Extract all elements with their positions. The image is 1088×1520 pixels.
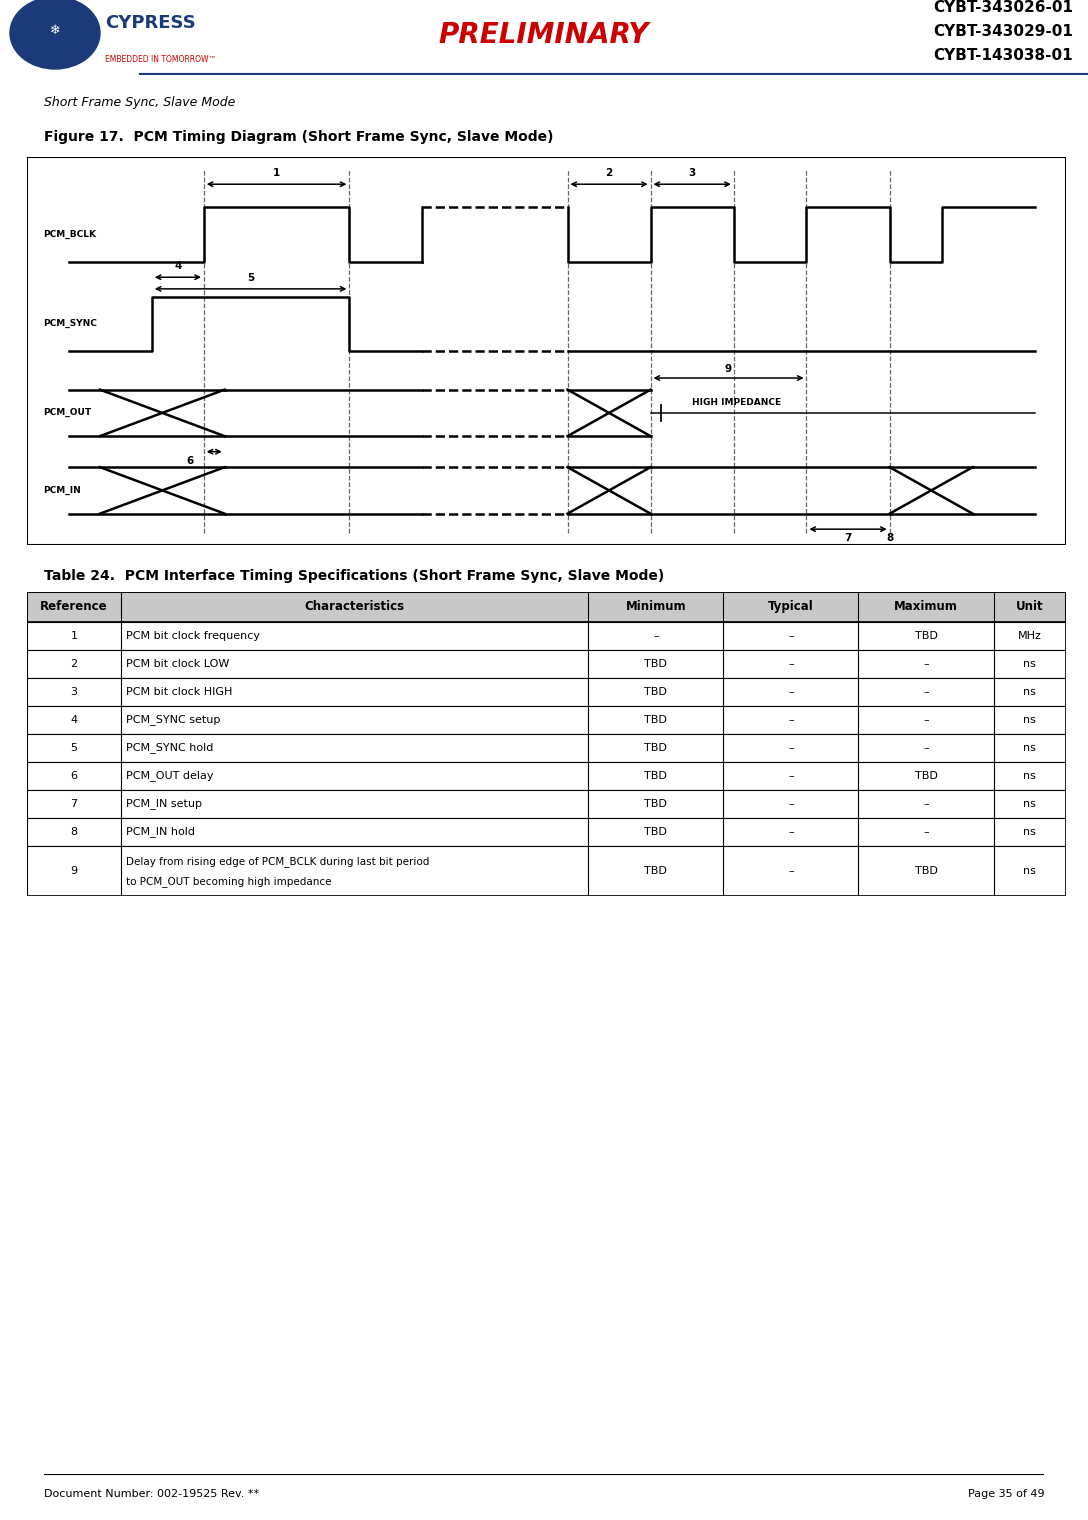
Text: to PCM_OUT becoming high impedance: to PCM_OUT becoming high impedance bbox=[126, 877, 332, 888]
Bar bbox=[27, 845, 1066, 895]
Text: –: – bbox=[788, 771, 794, 781]
Text: –: – bbox=[653, 631, 658, 641]
Text: ns: ns bbox=[1024, 800, 1036, 809]
Text: ns: ns bbox=[1024, 658, 1036, 669]
Text: PCM_IN setup: PCM_IN setup bbox=[126, 798, 202, 809]
Text: Typical: Typical bbox=[768, 600, 814, 613]
Text: TBD: TBD bbox=[644, 866, 667, 876]
Text: PCM_BCLK: PCM_BCLK bbox=[42, 230, 96, 239]
Text: TBD: TBD bbox=[915, 631, 938, 641]
Text: –: – bbox=[788, 800, 794, 809]
Text: TBD: TBD bbox=[644, 658, 667, 669]
Text: Unit: Unit bbox=[1016, 600, 1043, 613]
Text: Characteristics: Characteristics bbox=[305, 600, 405, 613]
Text: PCM_OUT delay: PCM_OUT delay bbox=[126, 771, 213, 781]
Text: TBD: TBD bbox=[915, 866, 938, 876]
Text: CYBT-143038-01: CYBT-143038-01 bbox=[934, 47, 1073, 62]
Text: TBD: TBD bbox=[644, 827, 667, 838]
Text: ns: ns bbox=[1024, 743, 1036, 752]
Text: PCM bit clock HIGH: PCM bit clock HIGH bbox=[126, 687, 233, 696]
Text: ns: ns bbox=[1024, 771, 1036, 781]
Text: Delay from rising edge of PCM_BCLK during last bit period: Delay from rising edge of PCM_BCLK durin… bbox=[126, 856, 430, 868]
Ellipse shape bbox=[10, 0, 100, 68]
Text: Page 35 of 49: Page 35 of 49 bbox=[968, 1488, 1044, 1499]
Text: PCM_IN: PCM_IN bbox=[42, 486, 81, 496]
Bar bbox=[27, 705, 1066, 734]
Text: CYPRESS: CYPRESS bbox=[106, 14, 196, 32]
Text: –: – bbox=[923, 800, 929, 809]
Text: TBD: TBD bbox=[644, 800, 667, 809]
Bar bbox=[27, 651, 1066, 678]
Text: 4: 4 bbox=[174, 261, 182, 272]
Text: –: – bbox=[923, 743, 929, 752]
Text: 1: 1 bbox=[273, 169, 281, 178]
Text: TBD: TBD bbox=[644, 687, 667, 696]
Bar bbox=[27, 818, 1066, 845]
Text: 2: 2 bbox=[605, 169, 613, 178]
Text: EMBEDDED IN TOMORROW™: EMBEDDED IN TOMORROW™ bbox=[106, 56, 217, 64]
Bar bbox=[27, 591, 1066, 622]
Text: –: – bbox=[788, 827, 794, 838]
Bar bbox=[27, 790, 1066, 818]
Text: 2: 2 bbox=[71, 658, 77, 669]
Text: 7: 7 bbox=[71, 800, 77, 809]
Bar bbox=[27, 622, 1066, 651]
Text: ns: ns bbox=[1024, 687, 1036, 696]
Text: –: – bbox=[788, 743, 794, 752]
Text: –: – bbox=[788, 866, 794, 876]
Text: ns: ns bbox=[1024, 714, 1036, 725]
Text: 6: 6 bbox=[71, 771, 77, 781]
Text: –: – bbox=[923, 714, 929, 725]
Text: CYBT-343029-01: CYBT-343029-01 bbox=[934, 23, 1073, 38]
Text: 8: 8 bbox=[71, 827, 77, 838]
Text: PCM bit clock frequency: PCM bit clock frequency bbox=[126, 631, 260, 641]
Text: PCM_SYNC setup: PCM_SYNC setup bbox=[126, 714, 221, 725]
Text: 3: 3 bbox=[689, 169, 696, 178]
Text: –: – bbox=[788, 658, 794, 669]
Text: 9: 9 bbox=[71, 866, 77, 876]
Text: Maximum: Maximum bbox=[894, 600, 957, 613]
Text: TBD: TBD bbox=[915, 771, 938, 781]
Text: Short Frame Sync, Slave Mode: Short Frame Sync, Slave Mode bbox=[44, 96, 235, 109]
Text: PCM_IN hold: PCM_IN hold bbox=[126, 827, 195, 838]
Text: ns: ns bbox=[1024, 866, 1036, 876]
Bar bbox=[27, 762, 1066, 790]
Text: Reference: Reference bbox=[40, 600, 108, 613]
Text: MHz: MHz bbox=[1018, 631, 1042, 641]
Text: Figure 17.  PCM Timing Diagram (Short Frame Sync, Slave Mode): Figure 17. PCM Timing Diagram (Short Fra… bbox=[44, 131, 553, 144]
Text: TBD: TBD bbox=[644, 714, 667, 725]
Text: –: – bbox=[788, 687, 794, 696]
Text: CYBT-343026-01: CYBT-343026-01 bbox=[934, 0, 1073, 15]
Text: PCM_SYNC hold: PCM_SYNC hold bbox=[126, 742, 213, 754]
Text: –: – bbox=[788, 714, 794, 725]
Text: –: – bbox=[923, 658, 929, 669]
Text: HIGH IMPEDANCE: HIGH IMPEDANCE bbox=[692, 398, 781, 407]
Text: TBD: TBD bbox=[644, 743, 667, 752]
Text: 5: 5 bbox=[71, 743, 77, 752]
Text: PCM_OUT: PCM_OUT bbox=[42, 409, 91, 418]
Text: PCM_SYNC: PCM_SYNC bbox=[42, 319, 97, 328]
Text: TBD: TBD bbox=[644, 771, 667, 781]
Bar bbox=[27, 734, 1066, 762]
Text: 7: 7 bbox=[844, 534, 852, 543]
Text: 8: 8 bbox=[886, 534, 893, 543]
Text: 5: 5 bbox=[247, 274, 255, 283]
Text: Table 24.  PCM Interface Timing Specifications (Short Frame Sync, Slave Mode): Table 24. PCM Interface Timing Specifica… bbox=[44, 568, 664, 584]
Text: PRELIMINARY: PRELIMINARY bbox=[438, 21, 650, 49]
Text: 9: 9 bbox=[725, 365, 732, 374]
Text: –: – bbox=[788, 631, 794, 641]
Text: PCM bit clock LOW: PCM bit clock LOW bbox=[126, 658, 230, 669]
Bar bbox=[27, 678, 1066, 705]
Text: 3: 3 bbox=[71, 687, 77, 696]
Text: ns: ns bbox=[1024, 827, 1036, 838]
Text: 1: 1 bbox=[71, 631, 77, 641]
Text: 4: 4 bbox=[71, 714, 77, 725]
Text: 6: 6 bbox=[186, 456, 194, 465]
Text: Minimum: Minimum bbox=[626, 600, 687, 613]
Text: Document Number: 002-19525 Rev. **: Document Number: 002-19525 Rev. ** bbox=[44, 1488, 259, 1499]
Text: –: – bbox=[923, 827, 929, 838]
Text: –: – bbox=[923, 687, 929, 696]
Text: ❄: ❄ bbox=[50, 24, 60, 38]
